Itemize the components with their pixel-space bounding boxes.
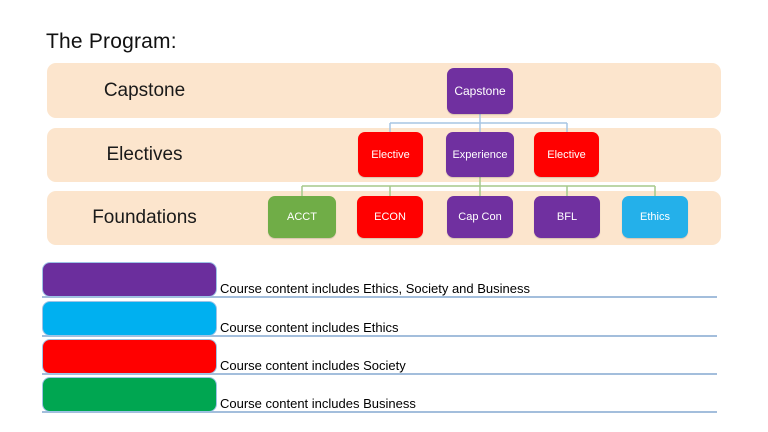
node-acct: ACCT <box>268 196 336 238</box>
node-ethics: Ethics <box>622 196 688 238</box>
capstone-band <box>47 63 721 118</box>
foundations-band-label: Foundations <box>92 207 197 228</box>
page-title: The Program: <box>46 30 177 53</box>
legend-swatch-red <box>42 339 217 374</box>
legend-label-purple: Course content includes Ethics, Society … <box>220 281 531 296</box>
capstone-band-label: Capstone <box>103 79 186 101</box>
node-econ: ECON <box>357 196 423 238</box>
legend-rule <box>42 335 717 337</box>
node-bfl: BFL <box>534 196 600 238</box>
legend-label-green: Course content includes Business <box>220 396 416 411</box>
electives-band-label: Electives <box>106 144 183 165</box>
legend-rule <box>42 411 717 413</box>
legend-rule <box>42 373 717 375</box>
legend-swatch-purple <box>42 262 217 297</box>
legend-rule <box>42 296 717 298</box>
node-experience: Experience <box>446 132 514 177</box>
legend-label-blue: Course content includes Ethics <box>220 320 399 335</box>
legend-label-red: Course content includes Society <box>220 358 406 373</box>
legend-swatch-green <box>42 377 217 412</box>
node-capstone: Capstone <box>447 68 513 114</box>
node-cap-con: Cap Con <box>447 196 513 238</box>
node-elective-right: Elective <box>534 132 599 177</box>
node-elective-left: Elective <box>358 132 423 177</box>
legend-swatch-blue <box>42 301 217 336</box>
